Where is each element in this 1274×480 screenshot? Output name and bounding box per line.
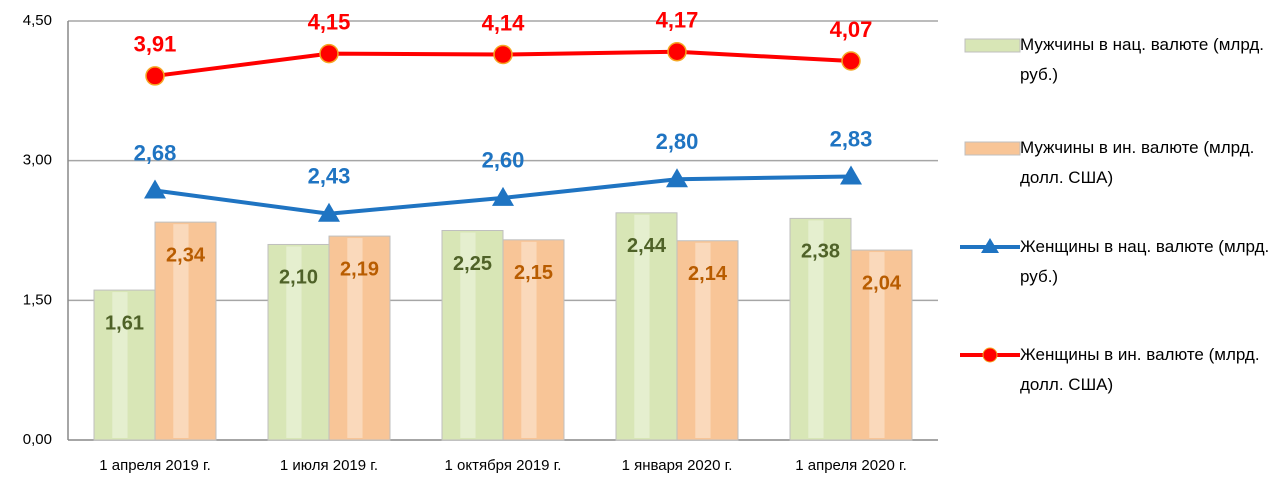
marker bbox=[492, 186, 514, 206]
marker bbox=[667, 41, 687, 62]
bar bbox=[154, 221, 217, 441]
data-label: 4,15 bbox=[308, 9, 351, 34]
marker bbox=[144, 179, 166, 199]
bar bbox=[615, 212, 678, 441]
data-label: 2,34 bbox=[166, 244, 206, 266]
bar-highlight bbox=[521, 241, 537, 438]
bar-highlight bbox=[347, 238, 363, 438]
data-label: 2,60 bbox=[482, 148, 525, 173]
bar bbox=[676, 240, 739, 441]
legend-swatch bbox=[964, 38, 1021, 53]
data-label: 2,80 bbox=[656, 129, 699, 154]
marker bbox=[840, 165, 862, 185]
legend-label: Мужчины в нац. валюте (млрд. руб.) bbox=[1020, 35, 1265, 84]
bar-highlight bbox=[808, 220, 824, 438]
bar-highlight bbox=[460, 232, 476, 438]
data-label: 2,04 bbox=[862, 272, 902, 294]
bar bbox=[267, 243, 330, 441]
bar-highlight bbox=[695, 242, 711, 438]
bar bbox=[502, 239, 565, 441]
marker bbox=[666, 168, 688, 188]
legend-marker bbox=[981, 238, 999, 253]
legend-label: Женщины в ин. валюте (млрд. долл. США) bbox=[1020, 345, 1260, 394]
data-label: 3,91 bbox=[134, 32, 177, 57]
data-label: 2,83 bbox=[830, 126, 873, 151]
y-tick-label: 0,00 bbox=[23, 431, 52, 448]
legend-label: Женщины в нац. валюте (млрд. руб.) bbox=[1020, 237, 1270, 286]
data-label: 2,38 bbox=[801, 241, 840, 263]
bar-highlight bbox=[286, 246, 302, 438]
marker bbox=[318, 202, 340, 222]
data-label: 2,19 bbox=[340, 258, 379, 280]
data-label: 2,15 bbox=[514, 262, 553, 284]
bar-highlight bbox=[869, 252, 885, 438]
data-label: 2,43 bbox=[308, 164, 351, 189]
x-tick-label: 1 января 2020 г. bbox=[622, 457, 733, 474]
data-label: 2,10 bbox=[279, 267, 318, 289]
x-tick-label: 1 октября 2019 г. bbox=[445, 457, 562, 474]
data-label: 4,17 bbox=[656, 8, 699, 33]
legend-marker bbox=[982, 347, 998, 363]
marker bbox=[841, 51, 861, 71]
y-tick-label: 1,50 bbox=[23, 291, 52, 308]
marker bbox=[319, 43, 339, 64]
legend-swatch bbox=[964, 141, 1021, 156]
marker bbox=[145, 66, 165, 86]
x-tick-label: 1 апреля 2019 г. bbox=[99, 457, 211, 474]
x-tick-label: 1 июля 2019 г. bbox=[280, 457, 378, 474]
x-tick-label: 1 апреля 2020 г. bbox=[795, 457, 907, 474]
data-label: 2,25 bbox=[453, 253, 492, 275]
data-label: 1,61 bbox=[105, 312, 144, 334]
legend-label: Мужчины в ин. валюте (млрд. долл. США) bbox=[1020, 138, 1255, 187]
data-label: 4,14 bbox=[482, 10, 526, 35]
y-tick-label: 3,00 bbox=[23, 152, 52, 169]
bar-highlight bbox=[173, 224, 189, 438]
marker bbox=[493, 44, 513, 65]
bar-highlight bbox=[112, 292, 128, 438]
data-label: 4,07 bbox=[830, 17, 873, 42]
y-tick-label: 4,50 bbox=[23, 12, 52, 29]
bar bbox=[93, 289, 156, 441]
data-label: 2,44 bbox=[627, 235, 667, 257]
bar-highlight bbox=[634, 214, 650, 438]
data-label: 2,68 bbox=[134, 140, 177, 165]
bar bbox=[789, 217, 852, 441]
bar bbox=[850, 249, 913, 441]
data-label: 2,14 bbox=[688, 263, 728, 285]
bar bbox=[328, 235, 391, 441]
